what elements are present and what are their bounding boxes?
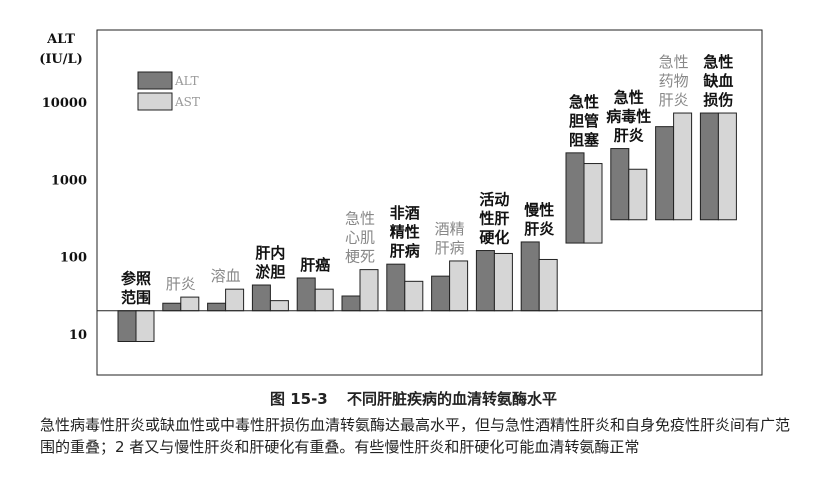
bar-ast [493, 252, 513, 312]
category-label: 阻塞 [569, 131, 600, 149]
bar-alt [117, 310, 137, 342]
bar-ast [135, 310, 155, 342]
category-label: 药物 [659, 72, 689, 90]
category-label: 急性 [345, 210, 375, 228]
category-label: 急性 [703, 53, 733, 71]
category-label: 非酒 [390, 204, 420, 222]
category-label: 心肌 [345, 229, 375, 247]
category-label: 胆管 [569, 112, 599, 130]
plot-frame [96, 29, 763, 376]
bar-ast [449, 260, 469, 312]
category-label: 急性 [614, 89, 644, 107]
bar-alt [610, 148, 630, 221]
category-label: 淤胆 [255, 263, 285, 281]
category-label: 活动 [479, 191, 509, 209]
legend-label-ast: AST [174, 95, 200, 109]
bar-alt [251, 284, 271, 312]
category-label: 硬化 [479, 229, 509, 247]
bar-ast [404, 280, 424, 312]
y-tick-label: 100 [60, 251, 87, 266]
bar-alt [655, 126, 675, 221]
category-label: 急性 [659, 53, 689, 71]
category-label: 慢性 [524, 201, 554, 219]
category-label: 肝炎 [659, 91, 689, 109]
category-label: 损伤 [703, 91, 733, 109]
bar-alt [341, 295, 361, 312]
bar-alt [565, 152, 585, 244]
bar-ast [180, 296, 200, 312]
bar-alt [431, 275, 451, 312]
bar-alt [207, 302, 227, 312]
bar-alt [386, 263, 406, 312]
bar-ast [628, 168, 648, 221]
category-label: 肝癌 [300, 256, 330, 274]
legend-swatch-alt [137, 71, 173, 90]
legend-label-alt: ALT [174, 74, 199, 88]
figure-note: 急性病毒性肝炎或缺血性或中毒性肝损伤血清转氨酶达最高水平，但与急性酒精性肝炎和自… [40, 416, 791, 456]
bar-ast [673, 112, 693, 221]
category-label: 急性 [569, 93, 599, 111]
y-tick-label: 1000 [51, 173, 87, 188]
category-label: 肝病 [390, 242, 420, 260]
bar-alt [475, 250, 495, 312]
category-label: 缺血 [702, 72, 733, 90]
category-label: 肝内 [255, 244, 285, 262]
figure-number: 图 15-3 [269, 390, 328, 408]
bar-ast [583, 163, 603, 244]
bar-alt [162, 302, 182, 312]
bar-ast [717, 112, 737, 221]
y-tick-label: 10 [69, 328, 87, 343]
bar-ast [538, 258, 558, 312]
bar-alt [699, 112, 719, 221]
category-label: 溶血 [211, 267, 241, 285]
category-label: 肝炎 [614, 127, 644, 145]
bar-ast [314, 288, 334, 312]
bar-ast [359, 269, 379, 312]
y-tick-label: 10000 [42, 96, 87, 111]
y-axis-title-line: (IU/L) [39, 52, 83, 67]
figure-title: 不同肝脏疾病的血清转氨酶水平 [346, 390, 557, 408]
category-label: 肝炎 [166, 275, 196, 293]
category-label: 肝病 [435, 239, 465, 257]
figure-caption: 图 15-3 不同肝脏疾病的血清转氨酶水平 [0, 388, 827, 409]
bar-alt [296, 277, 316, 312]
category-label: 梗死 [345, 248, 375, 266]
bar-ast [225, 288, 245, 312]
category-label: 范围 [121, 289, 151, 307]
category-label: 酒精 [435, 220, 465, 238]
category-label: 性肝 [479, 210, 509, 228]
bar-ast [269, 300, 289, 312]
legend-swatch-ast [137, 92, 173, 111]
category-label: 精性 [390, 223, 420, 241]
category-label: 病毒性 [606, 108, 651, 126]
bar-alt [520, 241, 540, 312]
category-label: 参照 [121, 270, 151, 288]
y-axis-title-line: ALT [46, 32, 75, 47]
category-label: 肝炎 [524, 220, 554, 238]
